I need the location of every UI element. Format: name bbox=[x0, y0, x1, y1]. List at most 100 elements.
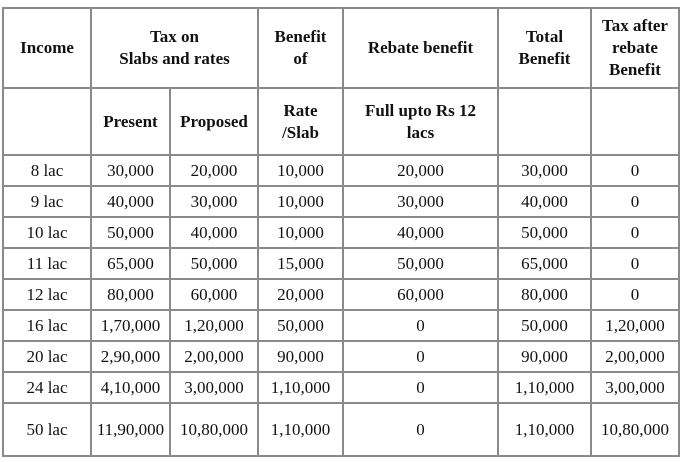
table-row: 11 lac 65,000 50,000 15,000 50,000 65,000 0 bbox=[2, 247, 680, 280]
header-cell: Benefit of bbox=[257, 7, 344, 89]
table-row: 12 lac 80,000 60,000 20,000 60,000 80,000 0 bbox=[2, 278, 680, 311]
table-cell: 65,000 bbox=[90, 247, 171, 280]
header-line: rebate bbox=[612, 38, 658, 57]
header-cell: Proposed bbox=[169, 87, 259, 156]
header-line: lacs bbox=[406, 122, 435, 142]
table-cell: 0 bbox=[590, 185, 680, 218]
table-row: 16 lac 1,70,000 1,20,000 50,000 0 50,000 1,20,… bbox=[2, 309, 680, 342]
header-cell: Total Benefit bbox=[497, 7, 592, 89]
table-cell: 50,000 bbox=[257, 309, 344, 342]
table-cell: 50,000 bbox=[342, 247, 499, 280]
header-cell bbox=[590, 87, 680, 156]
table-cell: 10,80,000 bbox=[590, 402, 680, 457]
table-cell: 30,000 bbox=[342, 185, 499, 218]
table-cell: 1,10,000 bbox=[257, 402, 344, 457]
table-row: 10 lac 50,000 40,000 10,000 40,000 50,000 0 bbox=[2, 216, 680, 249]
header-cell bbox=[497, 87, 592, 156]
table-row: 24 lac 4,10,000 3,00,000 1,10,000 0 1,10,000 3… bbox=[2, 371, 680, 404]
table-cell: 1,10,000 bbox=[497, 371, 592, 404]
table-cell: 20,000 bbox=[342, 154, 499, 187]
header-row: Income Tax on Slabs and rates Benefit of Reba… bbox=[2, 7, 680, 89]
table-row: 9 lac 40,000 30,000 10,000 30,000 40,000 0 bbox=[2, 185, 680, 218]
table-cell: 3,00,000 bbox=[590, 371, 680, 404]
table-cell: 80,000 bbox=[497, 278, 592, 311]
table-cell: 2,00,000 bbox=[169, 340, 259, 373]
table-cell: 2,90,000 bbox=[90, 340, 171, 373]
table-cell: 0 bbox=[342, 309, 499, 342]
table-cell: 50,000 bbox=[90, 216, 171, 249]
header-line: of bbox=[293, 49, 308, 68]
table-cell: 10,000 bbox=[257, 154, 344, 187]
table-cell: 30,000 bbox=[169, 185, 259, 218]
table-row: 20 lac 2,90,000 2,00,000 90,000 0 90,000 2,00,… bbox=[2, 340, 680, 373]
header-cell: Full upto Rs 12 lacs bbox=[342, 87, 499, 156]
tax-table: Income Tax on Slabs and rates Benefit of Reba… bbox=[2, 7, 680, 457]
table-cell: 1,10,000 bbox=[497, 402, 592, 457]
header-line: Benefit bbox=[518, 49, 571, 68]
table-cell: 1,20,000 bbox=[169, 309, 259, 342]
table-row: 50 lac 11,90,000 10,80,000 1,10,000 0 1,10,00… bbox=[2, 402, 680, 457]
header-cell: Income bbox=[2, 7, 92, 89]
header-cell: Tax on Slabs and rates bbox=[90, 7, 259, 89]
table-cell: 30,000 bbox=[90, 154, 171, 187]
header-cell bbox=[2, 87, 92, 156]
header-line: Slabs and rates bbox=[119, 49, 230, 68]
header-line: /Slab bbox=[282, 122, 319, 142]
header-cell: Rate/Slab bbox=[257, 87, 344, 156]
table-cell: 50,000 bbox=[497, 216, 592, 249]
table-cell: 1,10,000 bbox=[257, 371, 344, 404]
table-cell: 60,000 bbox=[169, 278, 259, 311]
table-cell: 3,00,000 bbox=[169, 371, 259, 404]
table-cell: 1,70,000 bbox=[90, 309, 171, 342]
table-cell: 80,000 bbox=[90, 278, 171, 311]
table-cell: 4,10,000 bbox=[90, 371, 171, 404]
header-cell: Rebate benefit bbox=[342, 7, 499, 89]
table-cell: 0 bbox=[590, 247, 680, 280]
header-line: Tax after bbox=[602, 16, 668, 35]
table-cell: 10,000 bbox=[257, 216, 344, 249]
header-cell: Present bbox=[90, 87, 171, 156]
table-cell: 0 bbox=[590, 154, 680, 187]
table-cell: 90,000 bbox=[257, 340, 344, 373]
table-cell: 90,000 bbox=[497, 340, 592, 373]
table-cell: 0 bbox=[342, 371, 499, 404]
table-cell: 0 bbox=[590, 216, 680, 249]
table-cell: 40,000 bbox=[497, 185, 592, 218]
header-line: Benefit bbox=[274, 27, 327, 46]
header-line: Income bbox=[20, 38, 74, 57]
header-row: Present Proposed Rate/Slab Full upto Rs … bbox=[2, 87, 680, 156]
table-cell: 10 lac bbox=[2, 216, 92, 249]
table-cell: 9 lac bbox=[2, 185, 92, 218]
table-cell: 30,000 bbox=[497, 154, 592, 187]
table-cell: 10,000 bbox=[257, 185, 344, 218]
header-line: Full upto Rs 12 bbox=[365, 100, 476, 120]
table-cell: 2,00,000 bbox=[590, 340, 680, 373]
table-cell: 10,80,000 bbox=[169, 402, 259, 457]
header-cell: Tax after rebate Benefit bbox=[590, 7, 680, 89]
table-cell: 40,000 bbox=[90, 185, 171, 218]
table-cell: 50,000 bbox=[169, 247, 259, 280]
table-cell: 50,000 bbox=[497, 309, 592, 342]
table-cell: 11,90,000 bbox=[90, 402, 171, 457]
table-cell: 24 lac bbox=[2, 371, 92, 404]
table-cell: 20,000 bbox=[257, 278, 344, 311]
table-body: Income Tax on Slabs and rates Benefit of Reba… bbox=[2, 7, 680, 457]
table-cell: 65,000 bbox=[497, 247, 592, 280]
header-line: Total bbox=[525, 27, 564, 46]
table-row: 8 lac 30,000 20,000 10,000 20,000 30,000 0 bbox=[2, 154, 680, 187]
header-line: Rebate benefit bbox=[367, 38, 474, 57]
table-cell: 11 lac bbox=[2, 247, 92, 280]
table-cell: 8 lac bbox=[2, 154, 92, 187]
header-line: Tax on bbox=[150, 27, 199, 46]
header-line: Benefit bbox=[609, 60, 661, 79]
table-cell: 15,000 bbox=[257, 247, 344, 280]
table-cell: 50 lac bbox=[2, 402, 92, 457]
table-cell: 12 lac bbox=[2, 278, 92, 311]
table-cell: 16 lac bbox=[2, 309, 92, 342]
table-cell: 0 bbox=[342, 340, 499, 373]
table-cell: 20 lac bbox=[2, 340, 92, 373]
table-cell: 20,000 bbox=[169, 154, 259, 187]
table-cell: 60,000 bbox=[342, 278, 499, 311]
table-cell: 0 bbox=[590, 278, 680, 311]
